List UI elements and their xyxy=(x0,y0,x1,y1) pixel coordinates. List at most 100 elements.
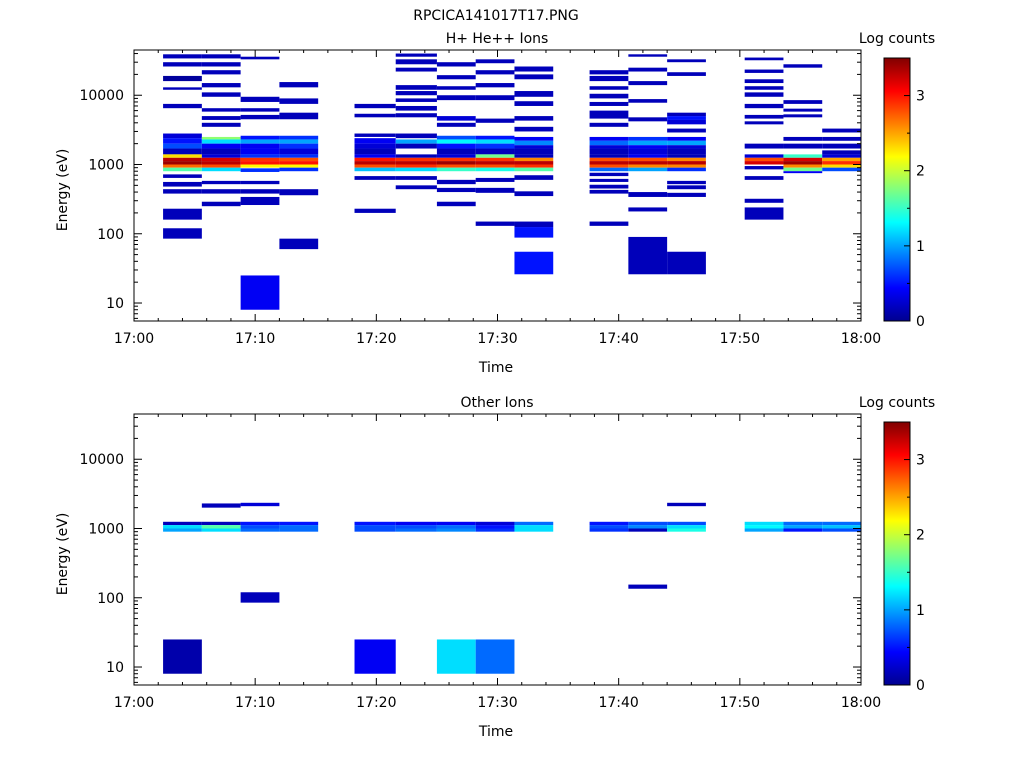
spectrogram-cell xyxy=(201,154,241,158)
spectrogram-cell xyxy=(628,207,668,212)
spectrogram-cell xyxy=(201,148,241,155)
spectrogram-cell xyxy=(395,85,437,90)
spectrogram-cell xyxy=(514,148,554,155)
spectrogram-cell xyxy=(628,136,668,141)
spectrogram-cell xyxy=(240,148,280,155)
spectrogram-cell xyxy=(514,154,554,158)
spectrogram-cell xyxy=(436,525,476,529)
spectrogram-cell xyxy=(201,157,241,162)
spectrogram-cell xyxy=(628,236,668,275)
spectrogram-cell xyxy=(514,145,554,149)
spectrogram-cell xyxy=(783,157,823,162)
spectrogram-cell xyxy=(354,138,396,144)
spectrogram-cell xyxy=(201,180,241,185)
spectrogram-cell xyxy=(279,112,319,120)
spectrogram-cell xyxy=(354,148,396,155)
spectrogram-cell xyxy=(436,521,476,526)
colorbar-tick-label: 3 xyxy=(916,453,925,469)
spectrogram-cell xyxy=(783,528,823,532)
spectrogram-cell xyxy=(667,521,706,526)
spectrogram-cell xyxy=(514,116,554,121)
spectrogram-cell xyxy=(783,161,823,165)
spectrogram-cell xyxy=(475,221,515,226)
spectrogram-cells xyxy=(163,502,861,674)
spectrogram-cell xyxy=(279,167,319,172)
spectrogram-cell xyxy=(279,143,319,149)
spectrogram-cell xyxy=(589,110,629,119)
spectrogram-cell xyxy=(395,139,437,144)
spectrogram-cell xyxy=(667,525,706,529)
spectrogram-cell xyxy=(354,528,396,532)
spectrogram-cell xyxy=(395,105,437,111)
spectrogram-cell xyxy=(395,91,437,96)
spectrogram-cell xyxy=(514,221,554,228)
x-tick-label: 17:40 xyxy=(598,695,638,711)
spectrogram-cell xyxy=(783,171,823,174)
spectrogram-cell xyxy=(436,143,476,149)
spectrogram-cell xyxy=(744,521,784,526)
spectrogram-cell xyxy=(514,525,554,529)
spectrogram-cell xyxy=(395,113,437,118)
spectrogram-cell xyxy=(822,164,861,168)
y-axis-label: Energy (eV) xyxy=(55,513,71,596)
spectrogram-cell xyxy=(240,143,280,149)
colorbar: 0 1 2 3 xyxy=(883,57,925,330)
spectrogram-cell xyxy=(240,525,280,529)
colorbar-label: Log counts xyxy=(859,31,935,47)
x-tick-label: 18:00 xyxy=(841,695,881,711)
spectrogram-cell xyxy=(822,128,861,133)
colorbar-tick-label: 2 xyxy=(916,164,925,180)
spectrogram-cell xyxy=(354,164,396,168)
spectrogram-cell xyxy=(744,161,784,165)
spectrogram-cell xyxy=(667,180,706,185)
spectrogram-cell xyxy=(589,140,629,146)
spectrogram-cell xyxy=(822,167,861,172)
spectrogram-cell xyxy=(395,161,437,165)
spectrogram-cell xyxy=(628,157,668,162)
spectrogram-cell xyxy=(163,208,202,220)
spectrogram-cell xyxy=(628,584,668,589)
x-tick-label: 17:50 xyxy=(720,695,760,711)
spectrogram-cell xyxy=(163,525,202,529)
spectrogram-cell xyxy=(436,187,476,193)
spectrogram-cell xyxy=(279,238,319,250)
other-ions-panel: Other Ions Log counts Energy (eV) Time 1… xyxy=(55,395,935,740)
spectrogram-cell xyxy=(279,82,319,88)
spectrogram-cell xyxy=(395,67,437,72)
spectrogram-cell xyxy=(201,521,241,526)
spectrogram-cell xyxy=(783,64,823,68)
spectrogram-cell xyxy=(783,167,823,172)
spectrogram-cell xyxy=(628,161,668,165)
spectrogram-cell xyxy=(744,103,784,109)
spectrogram-cell xyxy=(589,122,629,127)
spectrogram-cell xyxy=(822,157,861,162)
spectrogram-cell xyxy=(514,164,554,168)
spectrogram-cell xyxy=(163,189,202,194)
spectrogram-cell xyxy=(163,181,202,187)
colorbar-tick-label: 1 xyxy=(916,603,925,619)
spectrogram-cell xyxy=(514,101,554,106)
spectrogram-cell xyxy=(436,639,476,674)
spectrogram-cell xyxy=(783,525,823,529)
spectrogram-cell xyxy=(628,54,668,57)
spectrogram-cell xyxy=(201,139,241,144)
spectrogram-cell xyxy=(783,521,823,526)
spectrogram-cell xyxy=(395,59,437,65)
spectrogram-cell xyxy=(436,201,476,207)
spectrogram-cell xyxy=(589,221,629,226)
spectrogram-cell xyxy=(163,174,202,178)
spectrogram-cell xyxy=(354,103,396,109)
spectrogram-cell xyxy=(436,86,476,90)
spectrogram-cell xyxy=(201,92,241,97)
spectrogram-cell xyxy=(628,81,668,86)
spectrogram-cell xyxy=(201,525,241,529)
spectrogram-cell xyxy=(667,148,706,155)
spectrogram-cell xyxy=(475,148,515,155)
colorbar-tick-label: 3 xyxy=(916,89,925,105)
spectrogram-cell xyxy=(744,86,784,90)
spectrogram-cell xyxy=(240,521,280,526)
spectrogram-cell xyxy=(514,91,554,97)
spectrogram-cell xyxy=(436,167,476,172)
spectrogram-cell xyxy=(628,145,668,149)
spectrogram-cell xyxy=(240,528,280,532)
